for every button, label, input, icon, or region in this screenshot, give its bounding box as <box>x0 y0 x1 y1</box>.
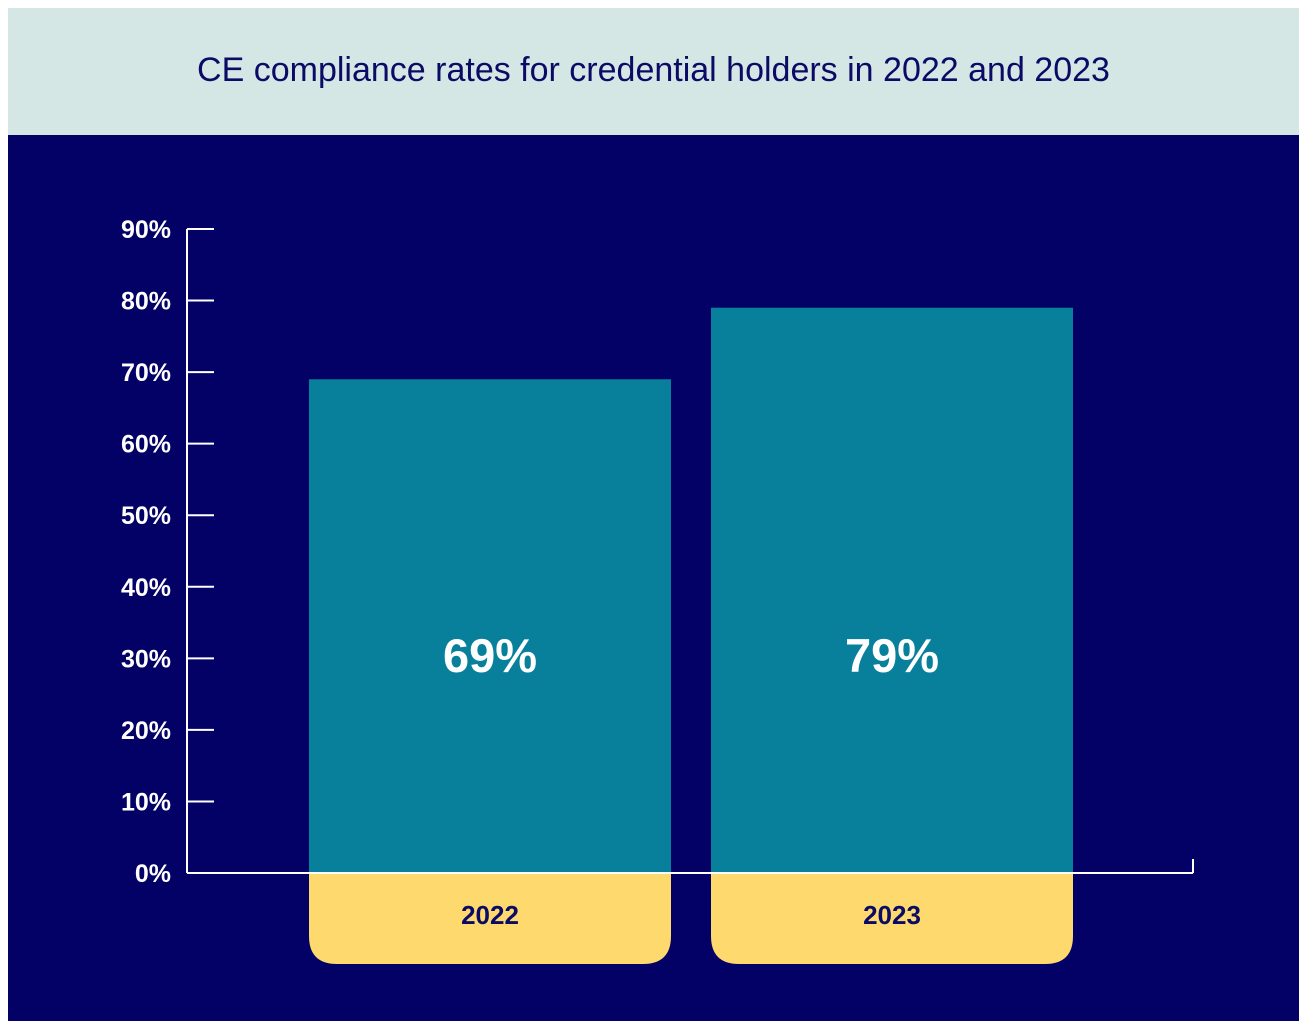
bar-chart: 69% 2022 79% 2023 0% 10% 20% 30% 40% 50% 60% 70% 80%… <box>121 216 1194 964</box>
category-pill-2023 <box>711 873 1073 964</box>
title-band: CE compliance rates for credential holde… <box>8 8 1299 135</box>
y-tick-label-60: 60% <box>121 431 171 459</box>
y-tick-label-40: 40% <box>121 574 171 602</box>
y-tick-label-70: 70% <box>121 359 171 387</box>
category-label-2022: 2022 <box>461 900 519 930</box>
y-tick-label-0: 0% <box>135 860 171 888</box>
y-tick-label-30: 30% <box>121 645 171 673</box>
chart-frame: CE compliance rates for credential holde… <box>8 8 1299 1021</box>
y-tick-label-10: 10% <box>121 788 171 816</box>
value-label-2023: 79% <box>845 629 939 682</box>
y-tick-label-80: 80% <box>121 288 171 316</box>
chart-title: CE compliance rates for credential holde… <box>197 51 1110 89</box>
category-pill-2022 <box>309 873 671 964</box>
y-tick-label-90: 90% <box>121 216 171 244</box>
y-tick-label-20: 20% <box>121 717 171 745</box>
value-label-2022: 69% <box>443 629 537 682</box>
category-label-2023: 2023 <box>863 900 921 930</box>
y-tick-label-50: 50% <box>121 502 171 530</box>
bar-2023 <box>711 307 1073 873</box>
chart-area: 69% 2022 79% 2023 0% 10% 20% 30% 40% 50% 60% 70% 80%… <box>8 135 1299 1021</box>
bar-2022 <box>309 379 671 873</box>
